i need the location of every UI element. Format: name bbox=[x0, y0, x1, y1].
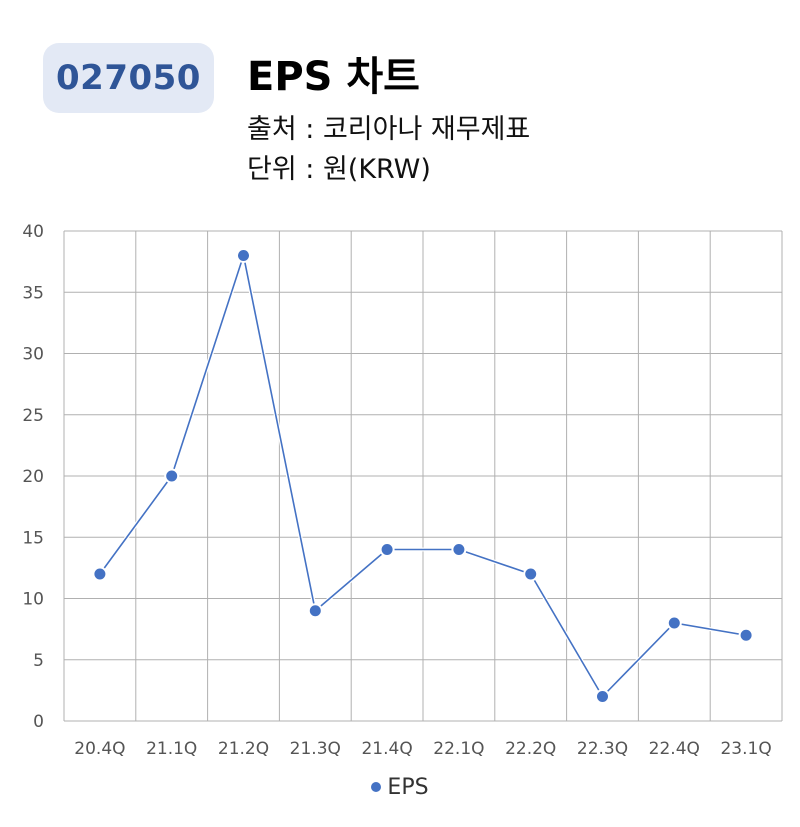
chart-grid bbox=[63, 230, 783, 722]
y-tick-label: 5 bbox=[33, 651, 44, 671]
x-tick-label: 21.4Q bbox=[361, 739, 412, 759]
y-tick-label: 15 bbox=[22, 528, 44, 548]
y-tick-label: 25 bbox=[22, 406, 44, 426]
x-tick-label: 21.3Q bbox=[290, 739, 341, 759]
x-tick-label: 21.1Q bbox=[146, 739, 197, 759]
data-point bbox=[164, 468, 180, 484]
y-tick-label: 30 bbox=[22, 345, 44, 365]
y-tick-label: 40 bbox=[22, 222, 44, 242]
series-line-eps bbox=[99, 252, 747, 698]
legend: EPS bbox=[0, 772, 800, 802]
legend-label-eps: EPS bbox=[387, 774, 429, 800]
unit-label: 단위 : 원(KRW) bbox=[247, 154, 431, 185]
data-point bbox=[738, 627, 754, 643]
x-tick-label: 22.2Q bbox=[505, 739, 556, 759]
x-tick-label: 20.4Q bbox=[74, 739, 125, 759]
data-point bbox=[666, 615, 682, 631]
x-tick-label: 21.2Q bbox=[218, 739, 269, 759]
x-tick-label: 22.1Q bbox=[433, 739, 484, 759]
data-point bbox=[92, 566, 108, 582]
x-axis-ticks: 20.4Q 21.1Q 21.2Q 21.3Q 21.4Q 22.1Q 22.2Q 22.3Q… bbox=[74, 739, 771, 759]
y-tick-label: 10 bbox=[22, 590, 44, 610]
data-point bbox=[451, 542, 467, 557]
y-tick-label: 35 bbox=[22, 283, 44, 303]
source-label: 출처 : 코리아나 재무제표 bbox=[247, 114, 531, 145]
data-point bbox=[595, 689, 610, 704]
x-tick-label: 23.1Q bbox=[720, 739, 771, 759]
x-tick-label: 22.4Q bbox=[649, 739, 700, 759]
data-point bbox=[523, 566, 539, 582]
data-point bbox=[307, 603, 323, 619]
eps-series bbox=[92, 247, 754, 704]
legend-marker bbox=[371, 782, 382, 792]
x-tick-label: 22.3Q bbox=[577, 739, 628, 759]
y-tick-label: 0 bbox=[33, 712, 44, 732]
stock-code-badge: 027050 bbox=[43, 43, 214, 113]
y-axis-ticks: 0 5 10 15 20 25 30 35 40 bbox=[22, 222, 44, 732]
y-tick-label: 20 bbox=[22, 467, 44, 487]
data-point bbox=[379, 542, 395, 557]
chart-title: EPS 차트 bbox=[247, 54, 420, 100]
data-point bbox=[236, 248, 251, 263]
